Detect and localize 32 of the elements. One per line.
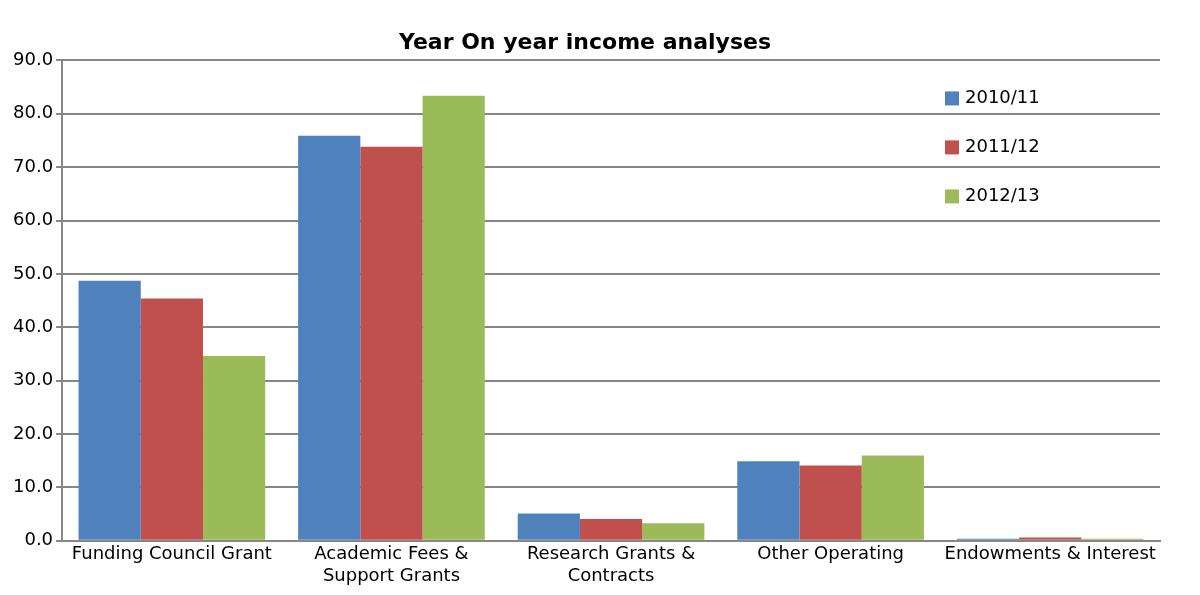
x-tick-label: Funding Council Grant	[71, 542, 272, 564]
legend-label: 2010/11	[965, 86, 1040, 108]
x-tick-label: Endowments & Interest	[944, 542, 1156, 564]
bar	[799, 465, 862, 540]
bar	[78, 280, 141, 540]
bar	[579, 518, 643, 540]
legend-label: 2012/13	[965, 184, 1040, 206]
y-tick-label: 0.0	[24, 528, 54, 550]
y-tick-label: 10.0	[13, 475, 54, 497]
bar	[202, 356, 266, 540]
bar	[360, 146, 423, 540]
y-tick-label: 30.0	[13, 368, 54, 390]
bar	[1019, 537, 1082, 540]
x-tick-label: Academic Fees & Support Grants	[314, 542, 469, 585]
x-tick-label: Research Grants & Contracts	[526, 542, 696, 585]
y-tick-label: 90.0	[13, 48, 54, 70]
y-tick-label: 50.0	[13, 261, 54, 283]
bar	[737, 461, 800, 540]
bar	[422, 95, 485, 540]
y-tick-label: 80.0	[13, 101, 54, 123]
y-tick-label: 20.0	[13, 421, 54, 443]
bar	[861, 455, 924, 540]
bar	[642, 523, 705, 540]
legend-label: 2011/12	[965, 135, 1040, 157]
y-tick-label: 40.0	[13, 314, 54, 336]
bar	[517, 513, 580, 540]
x-tick-label: Other Operating	[757, 542, 905, 564]
bar	[140, 298, 203, 540]
bar	[298, 135, 361, 540]
y-tick-label: 70.0	[13, 154, 54, 176]
chart-title: Year On year income analyses	[397, 28, 772, 54]
y-tick-label: 60.0	[13, 208, 54, 230]
